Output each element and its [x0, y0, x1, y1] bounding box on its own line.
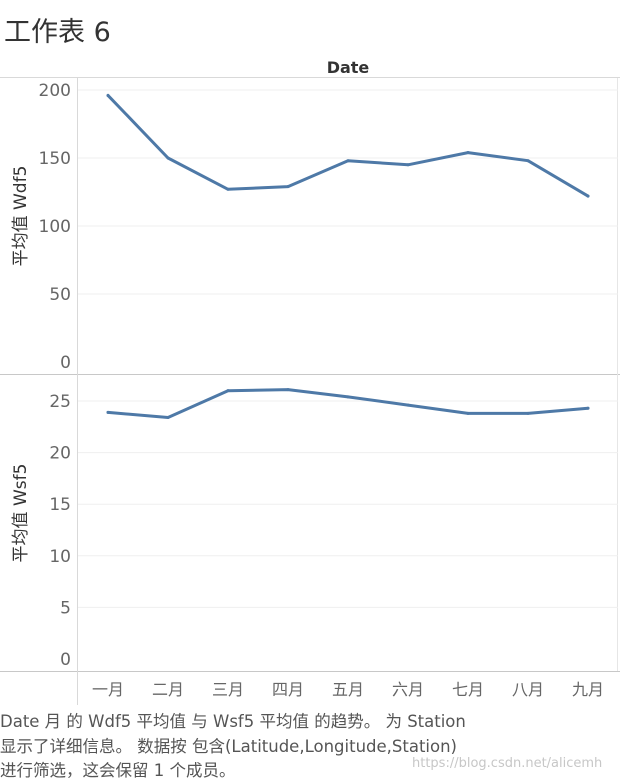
- data-point: [346, 395, 350, 399]
- data-point: [466, 411, 470, 415]
- y-tick-label: 15: [49, 495, 71, 515]
- data-point: [406, 403, 410, 407]
- series-line: [106, 93, 590, 198]
- y-axis-title: 平均值 Wsf5: [11, 464, 31, 563]
- data-point: [586, 194, 590, 198]
- y-tick-label: 0: [60, 650, 71, 670]
- x-axis-title: Date: [326, 58, 370, 77]
- x-tick-label: 一月: [92, 680, 124, 699]
- x-tick-label: 七月: [452, 680, 484, 699]
- chart-frame: [0, 77, 620, 705]
- x-tick-label: 四月: [272, 680, 304, 699]
- y-tick-label: 200: [39, 81, 71, 101]
- sheet-title: 工作表 6: [4, 17, 111, 48]
- y-tick-label: 100: [39, 217, 71, 237]
- data-point: [526, 159, 530, 163]
- x-tick-label: 八月: [512, 680, 544, 699]
- chart-caption: Date 月 的 Wdf5 平均值 与 Wsf5 平均值 的趋势。 为 Stat…: [0, 710, 500, 784]
- data-point: [586, 406, 590, 410]
- x-tick-label: 二月: [152, 680, 184, 699]
- y-tick-label: 10: [49, 547, 71, 567]
- watermark: https://blog.csdn.net/alicemh: [412, 756, 603, 771]
- caption-line: 显示了详细信息。 数据按 包含(Latitude,Longitude,Stati…: [0, 736, 457, 756]
- x-tick-label: 三月: [212, 680, 244, 699]
- y-axis-ticks: 0 50 100 150 200 0 5 10 15 20 25: [39, 81, 71, 670]
- series-line: [106, 388, 590, 419]
- data-point: [526, 411, 530, 415]
- data-point: [226, 187, 230, 191]
- x-tick-label: 五月: [332, 680, 364, 699]
- y-axis-title: 平均值 Wdf5: [11, 166, 31, 267]
- data-point: [166, 156, 170, 160]
- caption-line: 进行筛选，这会保留 1 个成员。: [0, 761, 236, 780]
- y-tick-label: 20: [49, 444, 71, 464]
- gridlines: [78, 89, 618, 608]
- x-tick-label: 九月: [572, 680, 604, 699]
- data-point: [106, 93, 110, 97]
- y-tick-label: 50: [49, 285, 71, 305]
- data-point: [286, 185, 290, 189]
- data-point: [286, 388, 290, 392]
- data-point: [166, 416, 170, 420]
- x-tick-label: 六月: [392, 680, 424, 699]
- data-point: [106, 410, 110, 414]
- caption-line: Date 月 的 Wdf5 平均值 与 Wsf5 平均值 的趋势。 为 Stat…: [0, 712, 466, 731]
- x-axis-ticks: 一月 二月 三月 四月 五月 六月 七月 八月 九月: [92, 680, 604, 699]
- y-tick-label: 150: [39, 149, 71, 169]
- data-point: [406, 163, 410, 167]
- data-point: [346, 159, 350, 163]
- data-point: [466, 151, 470, 155]
- y-tick-label: 0: [60, 353, 71, 373]
- y-axis-titles: 平均值 Wdf5 平均值 Wsf5: [11, 166, 31, 563]
- series-lines: [106, 93, 590, 420]
- data-point: [226, 389, 230, 393]
- y-tick-label: 25: [49, 392, 71, 412]
- y-tick-label: 5: [60, 598, 71, 618]
